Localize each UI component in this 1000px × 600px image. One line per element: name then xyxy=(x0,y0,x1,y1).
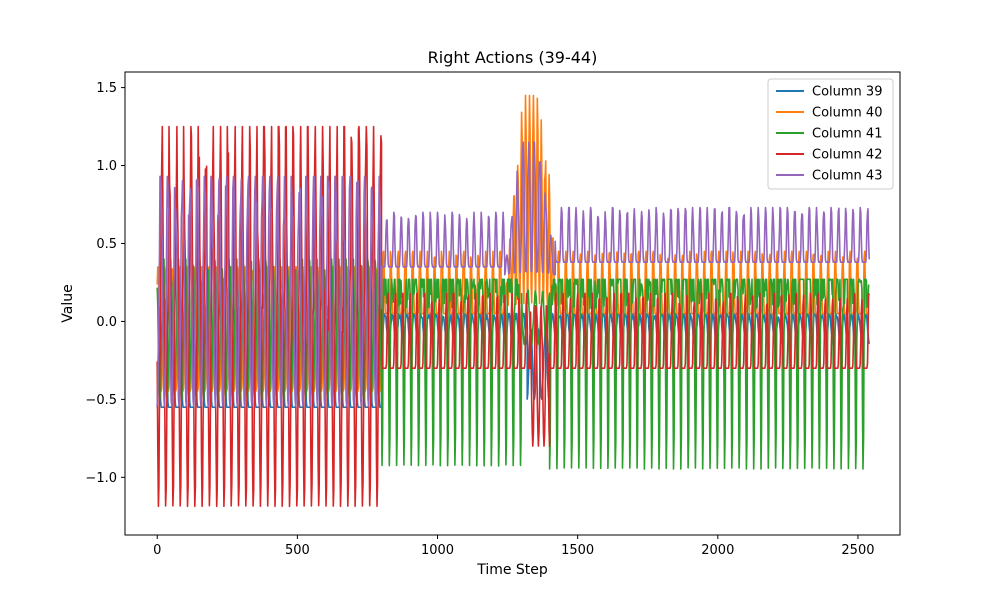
y-axis: −1.0 −0.5 0.0 0.5 1.0 1.5 xyxy=(85,81,125,486)
legend-box xyxy=(767,78,894,190)
y-tick-label: 1.0 xyxy=(96,159,117,174)
x-tick-label: 2500 xyxy=(841,543,874,558)
y-tick-label: −1.0 xyxy=(85,471,117,486)
x-tick-label: 1000 xyxy=(421,543,454,558)
legend-label: Column 40 xyxy=(812,106,882,121)
series-line-column-43 xyxy=(156,141,870,408)
chart-title: Right Actions (39-44) xyxy=(428,48,598,67)
legend-label: Column 43 xyxy=(812,169,882,184)
legend: Column 39 Column 40 Column 41 Column 42 Colu… xyxy=(767,78,894,190)
y-tick-label: 0.5 xyxy=(96,237,117,252)
plot-frame xyxy=(124,71,901,536)
series-line-column-42 xyxy=(156,125,870,508)
y-tick-label: 0.0 xyxy=(96,315,117,330)
legend-label: Column 41 xyxy=(812,127,882,142)
x-axis-title: Time Step xyxy=(476,562,548,578)
legend-label: Column 39 xyxy=(812,85,882,100)
y-tick-label: −0.5 xyxy=(85,393,117,408)
y-axis-title: Value xyxy=(60,284,76,322)
x-tick-label: 500 xyxy=(285,543,310,558)
x-tick-label: 0 xyxy=(153,543,161,558)
x-tick-label: 1500 xyxy=(561,543,594,558)
x-axis: 0 500 1000 1500 2000 2500 xyxy=(153,535,875,558)
legend-label: Column 42 xyxy=(812,148,882,163)
y-tick-label: 1.5 xyxy=(96,81,117,96)
x-tick-label: 2000 xyxy=(701,543,734,558)
